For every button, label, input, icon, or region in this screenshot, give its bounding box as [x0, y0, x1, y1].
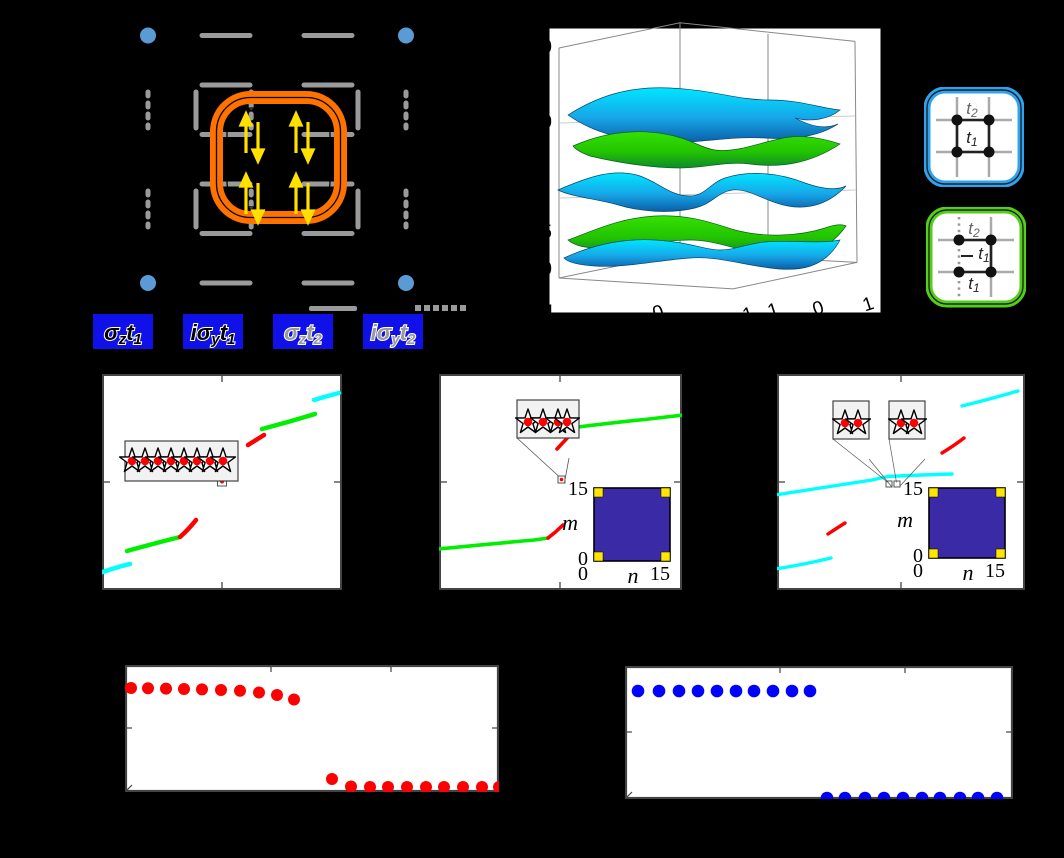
svg-text:0: 0 [541, 259, 552, 280]
svg-text:m: m [562, 510, 578, 535]
svg-text:0: 0 [913, 560, 923, 582]
svg-text:m: m [897, 507, 913, 532]
svg-text:0: 0 [541, 37, 552, 58]
svg-text:1: 1 [545, 302, 556, 323]
svg-text:15: 15 [650, 563, 670, 585]
svg-text:n: n [963, 560, 974, 585]
svg-text:•: • [543, 178, 550, 199]
svg-text:0: 0 [541, 112, 552, 133]
svg-text:0: 0 [578, 563, 588, 585]
svg-text:n: n [628, 563, 639, 588]
svg-text:15: 15 [985, 560, 1005, 582]
svg-text:15: 15 [903, 478, 923, 500]
svg-text:15: 15 [568, 478, 588, 500]
svg-text:5: 5 [541, 222, 552, 243]
